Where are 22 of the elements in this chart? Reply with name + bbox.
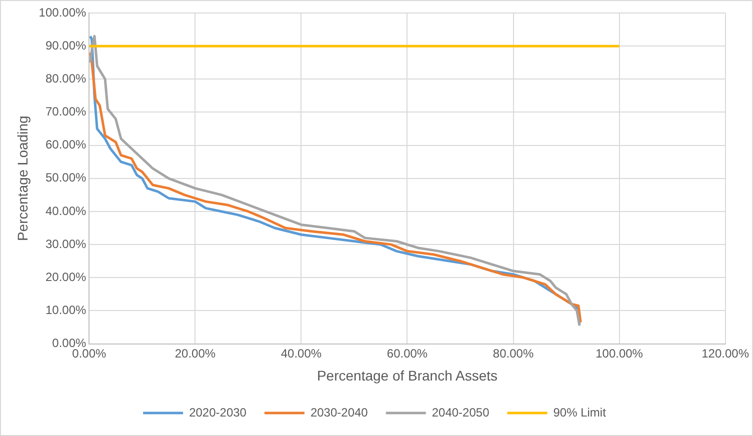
x-tick-label: 20.00%: [174, 346, 216, 360]
x-tick-label: 120.00%: [702, 346, 750, 360]
x-tick-label: 60.00%: [386, 346, 428, 360]
y-tick-label: 60.00%: [45, 138, 86, 152]
legend-label: 2030-2040: [310, 405, 368, 420]
y-tick-label: 20.00%: [45, 270, 86, 284]
y-tick-label: 50.00%: [45, 170, 86, 185]
x-axis-title: Percentage of Branch Assets: [316, 367, 498, 384]
y-tick-label: 100.00%: [38, 5, 86, 20]
y-tick-label: 70.00%: [45, 104, 86, 119]
y-tick-label: 10.00%: [45, 303, 86, 318]
y-tick-label: 90.00%: [45, 38, 86, 52]
y-tick-label: 40.00%: [45, 204, 86, 218]
y-tick-label: 30.00%: [45, 236, 86, 251]
legend-label: 2040-2050: [432, 405, 490, 420]
legend-label: 2020-2030: [189, 405, 247, 420]
x-tick-label: 100.00%: [596, 346, 644, 360]
x-tick-label: 80.00%: [492, 346, 534, 360]
y-axis-title: Percentage Loading: [14, 116, 30, 242]
y-tick-label: 80.00%: [45, 71, 86, 86]
legend-label: 90% Limit: [553, 405, 607, 420]
x-tick-label: 40.00%: [280, 346, 322, 360]
